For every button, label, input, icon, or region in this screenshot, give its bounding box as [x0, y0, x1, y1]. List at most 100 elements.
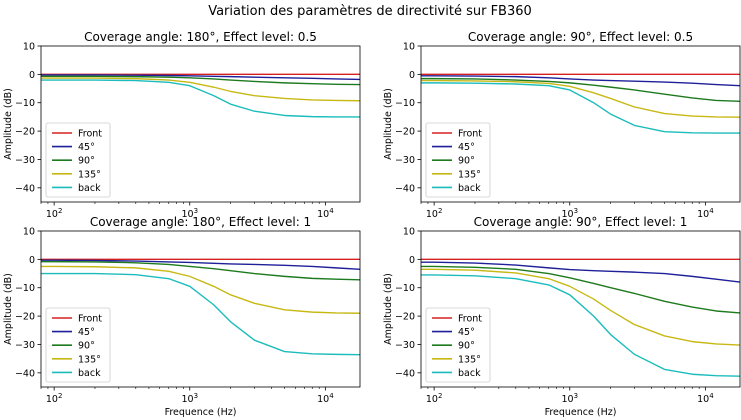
chart-panel-4: Coverage angle: 90°, Effect level: 1 10 0 −…: [383, 215, 741, 418]
y-tick-label: 0: [409, 255, 415, 266]
series-line-45°: [41, 74, 360, 81]
y-tick-label: −30: [15, 340, 35, 351]
axes-frame: [40, 45, 361, 203]
legend-label: 90°: [78, 156, 95, 167]
series-line-90°: [41, 75, 360, 86]
x-tick-label: 103: [181, 207, 198, 220]
y-tick-label: 0: [409, 70, 415, 81]
x-tick-label: 104: [317, 207, 334, 220]
x-tick-label: 103: [561, 207, 578, 220]
y-axis-label: Amplitude (dB): [3, 88, 14, 160]
legend-label: 90°: [78, 341, 95, 352]
x-tick-label: 102: [426, 207, 443, 220]
figure-suptitle: Variation des paramètres de directivité …: [208, 4, 532, 19]
y-tick-label: −20: [395, 312, 415, 323]
chart-panel-3: Coverage angle: 180°, Effect level: 1 10 0…: [3, 215, 361, 418]
legend-label: 90°: [458, 156, 475, 167]
legend-label: 45°: [78, 142, 95, 153]
x-tick-label: 103: [181, 392, 198, 405]
legend-label: Front: [458, 129, 482, 140]
legend-label: 135°: [458, 169, 481, 180]
x-tick-label: 104: [697, 392, 714, 405]
legend-label: Front: [458, 314, 482, 325]
series-line-back: [41, 79, 360, 118]
x-tick-label: 102: [46, 207, 63, 220]
legend-label: 135°: [78, 354, 101, 365]
chart-panel-2: Coverage angle: 90°, Effect level: 0.5 10…: [383, 30, 741, 220]
legend-box: [45, 307, 111, 383]
legend-label: back: [78, 183, 101, 194]
x-tick-label: 102: [46, 392, 63, 405]
y-axis-label: Amplitude (dB): [383, 88, 394, 160]
y-tick-label: 0: [29, 255, 35, 266]
legend-box: [45, 122, 111, 198]
y-tick-label: −20: [15, 127, 35, 138]
axes-frame: [420, 230, 741, 388]
legend: Front 45° 90° 135° back: [45, 122, 111, 198]
axes-frame: [420, 45, 741, 203]
series-lines: [41, 258, 360, 356]
axes-frame: [40, 230, 361, 388]
y-tick-label: 0: [29, 70, 35, 81]
x-tick-label: 102: [426, 392, 443, 405]
y-axis-label: Amplitude (dB): [383, 273, 394, 345]
legend: Front 45° 90° 135° back: [45, 307, 111, 383]
series-line-135°: [41, 265, 360, 314]
y-tick-label: 10: [23, 42, 35, 53]
chart-panel-1: Coverage angle: 180°, Effect level: 0.5 1…: [3, 30, 361, 220]
y-tick-label: 10: [403, 42, 415, 53]
series-line-back: [41, 272, 360, 356]
y-tick-label: −30: [15, 155, 35, 166]
y-tick-label: −20: [15, 312, 35, 323]
x-axis-label: Frequence (Hz): [165, 407, 237, 418]
series-line-135°: [421, 268, 740, 346]
y-tick-label: −40: [395, 368, 415, 379]
y-tick-label: −10: [395, 283, 415, 294]
x-tick-label: 104: [697, 207, 714, 220]
series-line-90°: [41, 260, 360, 281]
legend-label: Front: [78, 314, 102, 325]
legend-box: [425, 307, 491, 383]
legend: Front 45° 90° 135° back: [425, 122, 491, 198]
y-tick-label: −30: [395, 155, 415, 166]
series-line-45°: [421, 261, 740, 283]
y-tick-label: −40: [395, 183, 415, 194]
y-tick-label: 10: [403, 227, 415, 238]
series-lines: [421, 73, 740, 134]
series-lines: [421, 258, 740, 377]
series-line-135°: [421, 79, 740, 118]
legend-box: [425, 122, 491, 198]
y-tick-label: −40: [15, 183, 35, 194]
legend-label: back: [458, 368, 481, 379]
series-line-45°: [41, 259, 360, 270]
series-line-back: [421, 82, 740, 134]
legend-label: 45°: [78, 327, 95, 338]
legend-label: 90°: [458, 341, 475, 352]
x-tick-label: 104: [317, 392, 334, 405]
series-line-135°: [41, 77, 360, 102]
chart-title: Coverage angle: 90°, Effect level: 0.5: [468, 30, 693, 44]
chart-grid: Coverage angle: 180°, Effect level: 0.5 1…: [3, 30, 741, 418]
series-line-back: [421, 274, 740, 377]
y-tick-label: −10: [15, 283, 35, 294]
legend-label: Front: [78, 129, 102, 140]
legend-label: 45°: [458, 142, 475, 153]
series-line-90°: [421, 77, 740, 103]
legend-label: back: [458, 183, 481, 194]
series-line-45°: [421, 75, 740, 87]
series-lines: [41, 73, 360, 118]
y-tick-label: −30: [395, 340, 415, 351]
legend-label: 45°: [458, 327, 475, 338]
chart-title: Coverage angle: 180°, Effect level: 1: [90, 215, 311, 229]
y-tick-label: 10: [23, 227, 35, 238]
y-axis-label: Amplitude (dB): [3, 273, 14, 345]
y-tick-label: −10: [15, 98, 35, 109]
y-tick-label: −10: [395, 98, 415, 109]
x-tick-label: 103: [561, 392, 578, 405]
legend-label: 135°: [78, 169, 101, 180]
legend-label: back: [78, 368, 101, 379]
x-axis-label: Frequence (Hz): [545, 407, 617, 418]
legend: Front 45° 90° 135° back: [425, 307, 491, 383]
y-tick-label: −40: [15, 368, 35, 379]
